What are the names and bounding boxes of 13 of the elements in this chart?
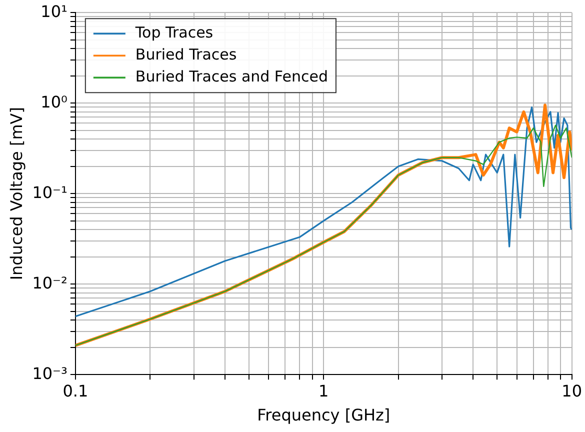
x-tick-label: 10 (562, 381, 582, 400)
y-tick-label: 10¹ (40, 2, 68, 21)
legend-label: Buried Traces and Fenced (135, 67, 328, 86)
y-tick-label: 10⁻¹ (32, 182, 68, 202)
legend-label: Top Traces (134, 23, 214, 42)
y-tick-label: 10⁰ (40, 92, 68, 112)
x-axis-title: Frequency [GHz] (257, 406, 390, 425)
y-axis-title: Induced Voltage [mV] (6, 107, 26, 280)
x-tick-label: 0.1 (62, 381, 88, 400)
legend-label: Buried Traces (135, 45, 237, 64)
y-tick-label: 10⁻² (32, 273, 68, 292)
y-tick-label: 10⁻³ (32, 364, 68, 383)
x-tick-label: 1 (318, 381, 329, 400)
